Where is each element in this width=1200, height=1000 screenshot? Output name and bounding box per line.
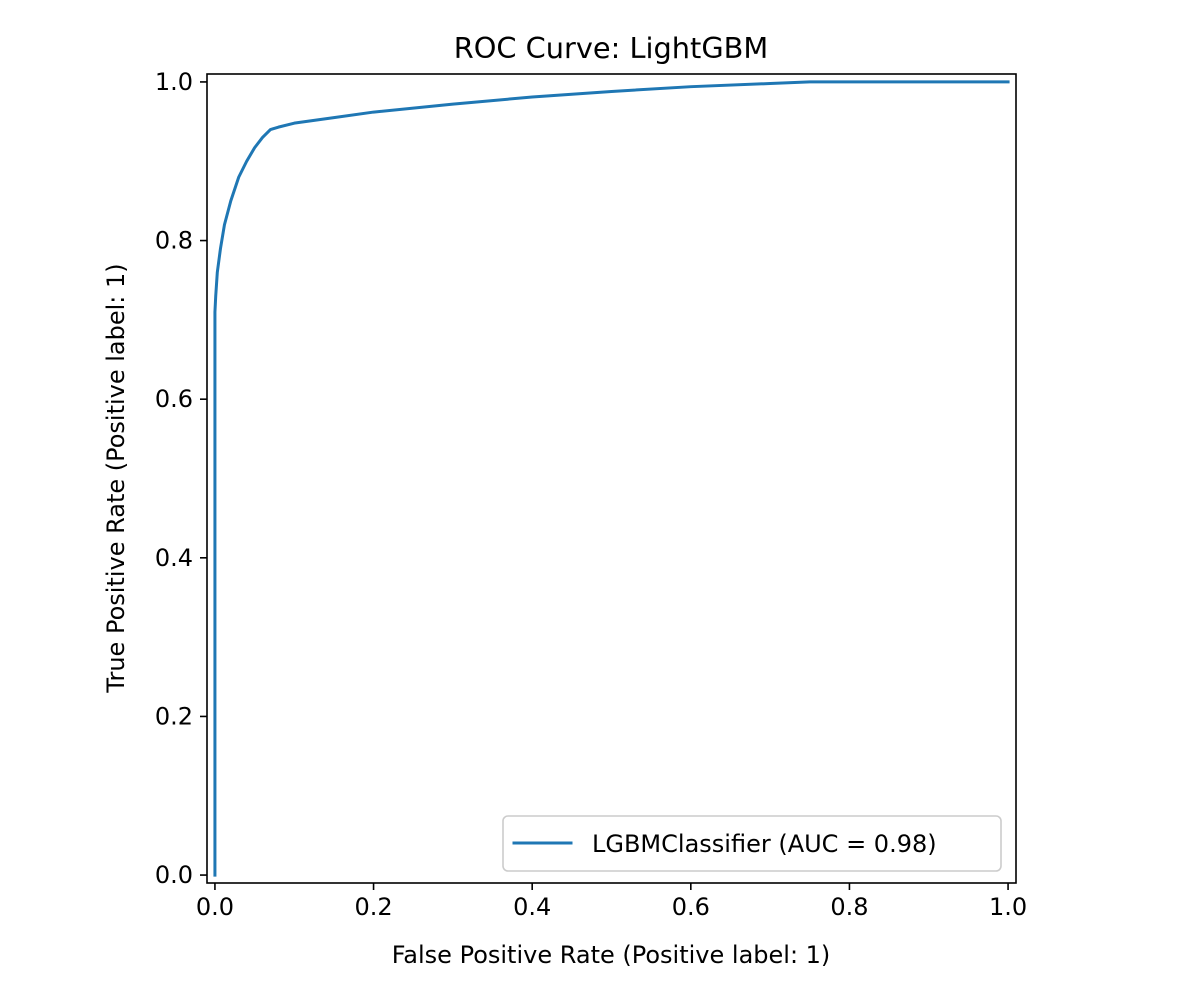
- y-axis-ticks: 0.0 0.2 0.4 0.6 0.8 1.0: [155, 68, 207, 889]
- y-axis-label: True Positive Rate (Positive label: 1): [102, 263, 130, 693]
- series-layer: [213, 80, 1010, 877]
- x-tick-label: 0.6: [672, 893, 710, 921]
- axes-frame: [206, 73, 1017, 884]
- x-tick-label: 1.0: [989, 893, 1027, 921]
- y-tick-label: 0.8: [155, 227, 193, 255]
- x-tick-label: 0.2: [354, 893, 392, 921]
- y-tick-label: 0.2: [155, 702, 193, 730]
- x-tick-label: 0.4: [513, 893, 551, 921]
- x-tick-label: 0.8: [830, 893, 868, 921]
- y-tick-label: 0.4: [155, 544, 193, 572]
- legend: LGBMClassifier (AUC = 0.98): [502, 815, 1002, 872]
- y-tick-label: 1.0: [155, 68, 193, 96]
- y-tick-label: 0.0: [155, 861, 193, 889]
- y-tick-label: 0.6: [155, 385, 193, 413]
- roc-curve-line: [213, 80, 1010, 877]
- x-tick-label: 0.0: [196, 893, 234, 921]
- x-axis-label: False Positive Rate (Positive label: 1): [392, 941, 831, 969]
- plot-area: 0.0 0.2 0.4 0.6 0.8 1.0 0.0 0.2 0.4 0.6 0.8 1.0: [155, 68, 1027, 921]
- legend-box: [502, 815, 1002, 872]
- legend-label: LGBMClassifier (AUC = 0.98): [592, 830, 937, 858]
- chart-title: ROC Curve: LightGBM: [454, 31, 769, 65]
- x-axis-ticks: 0.0 0.2 0.4 0.6 0.8 1.0: [196, 883, 1027, 921]
